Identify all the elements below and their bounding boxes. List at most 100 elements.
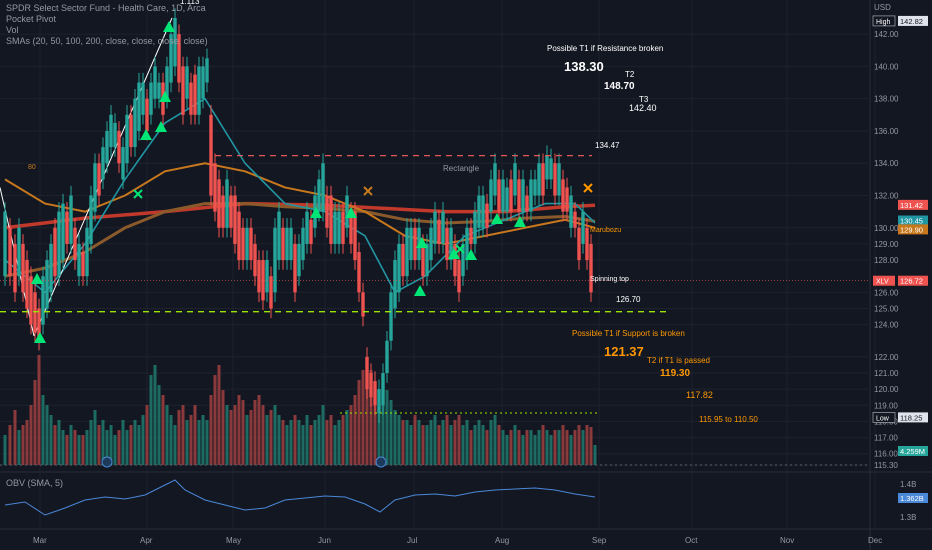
price-tag-value-bg: [898, 275, 928, 286]
volume-bar: [8, 425, 12, 465]
price-tag: 129.90: [898, 224, 928, 235]
candle-body: [481, 195, 485, 228]
volume-bar: [393, 410, 397, 465]
candle-body: [117, 130, 121, 164]
volume-tag-bg: [898, 446, 928, 456]
x-tick-label: Dec: [868, 536, 882, 545]
pocket-pivot-arrow: [159, 91, 171, 102]
candle-body: [405, 227, 409, 277]
annotation-text: T2 if T1 is passed: [647, 356, 710, 365]
x-tick-label: Jun: [318, 536, 331, 545]
candle-body: [429, 227, 433, 261]
volume-tag: 4.259M: [900, 447, 925, 456]
candle-body: [149, 82, 153, 115]
candle-body: [261, 260, 265, 301]
volume-bar: [17, 430, 21, 465]
y-tick-label: 138.00: [874, 95, 899, 104]
volume-bar: [45, 405, 49, 465]
volume-bar: [85, 430, 89, 465]
symbol-title[interactable]: SPDR Select Sector Fund - Health Care, 1…: [6, 3, 206, 13]
candle-body: [397, 243, 401, 293]
indicator-pocket-pivot[interactable]: Pocket Pivot: [6, 14, 57, 24]
volume-bar: [517, 430, 521, 465]
volume-bar: [65, 435, 69, 465]
annotation-text: 138.30: [564, 59, 604, 74]
volume-bar: [325, 420, 329, 465]
pocket-pivot-arrow: [34, 332, 46, 343]
volume-bar: [397, 415, 401, 465]
pocket-pivot-arrow: [491, 213, 503, 224]
volume-bar: [189, 415, 193, 465]
volume-bar: [117, 430, 121, 465]
annotation-text: 117.82: [686, 390, 713, 400]
price-tag-value-bg: [898, 15, 928, 26]
candle-body: [393, 260, 397, 309]
candle-body: [29, 276, 33, 325]
indicator-vol[interactable]: Vol: [6, 25, 19, 35]
volume-bar: [297, 420, 301, 465]
chart-legend: SPDR Select Sector Fund - Health Care, 1…: [6, 3, 208, 47]
pocket-pivot-arrow: [448, 248, 460, 259]
volume-bar: [125, 430, 129, 465]
candle-body: [33, 292, 37, 333]
volume-bar: [453, 420, 457, 465]
candle-body: [301, 227, 305, 261]
annotation-text: T2: [625, 70, 635, 79]
y-tick-label: 121.00: [874, 369, 899, 378]
volume-bar: [169, 415, 173, 465]
volume-bar: [501, 430, 505, 465]
volume-bar: [273, 405, 277, 465]
candle-body: [105, 130, 109, 164]
volume-bar: [61, 430, 65, 465]
candle-body: [445, 227, 449, 261]
annotation-text: 134.47: [595, 141, 620, 150]
volume-bar: [177, 410, 181, 465]
candle-body: [329, 195, 333, 244]
volume-bar: [121, 420, 125, 465]
candle-body: [461, 243, 465, 277]
candle-body: [537, 163, 541, 196]
candle-body: [61, 203, 65, 261]
price-tag: High 142.82: [872, 15, 928, 27]
candle-body: [25, 260, 29, 309]
candle-body: [53, 227, 57, 277]
candle-body: [85, 227, 89, 277]
candle-body: [569, 195, 573, 228]
volume-bar: [81, 435, 85, 465]
volume-bar: [201, 415, 205, 465]
y-tick-label: 129.00: [874, 240, 899, 249]
obv-legend[interactable]: OBV (SMA, 5): [6, 478, 64, 488]
price-tag-label-bg: [872, 411, 896, 423]
candle-body: [325, 195, 329, 228]
volume-bar: [513, 425, 517, 465]
volume-bar: [281, 420, 285, 465]
candle-body: [573, 211, 577, 228]
volume-bar: [21, 425, 25, 465]
volume-bar: [69, 425, 73, 465]
candle-body: [357, 251, 361, 293]
x-tick-label: Sep: [592, 536, 607, 545]
candle-body: [249, 227, 253, 261]
candle-body: [265, 260, 269, 293]
volume-bar: [589, 427, 593, 465]
pocket-pivot-arrow: [140, 129, 152, 140]
volume-bar: [41, 395, 45, 465]
y-tick-label: 128.00: [874, 256, 899, 265]
volume-bar: [205, 420, 209, 465]
indicator-smas[interactable]: SMAs (20, 50, 100, 200, close, close, cl…: [6, 36, 208, 46]
candle-body: [581, 211, 585, 244]
volume-bar: [289, 420, 293, 465]
volume-bar: [473, 425, 477, 465]
candle-body: [181, 66, 185, 115]
price-tag-label: High: [876, 19, 891, 26]
candle-body: [349, 211, 353, 244]
candle-body: [45, 260, 49, 309]
candle-body: [361, 292, 365, 317]
volume-bar: [361, 370, 365, 465]
y-tick-label: 125.00: [874, 304, 899, 313]
candle-body: [21, 243, 25, 293]
x-tick-label: Mar: [33, 536, 47, 545]
volume-bar: [549, 435, 553, 465]
